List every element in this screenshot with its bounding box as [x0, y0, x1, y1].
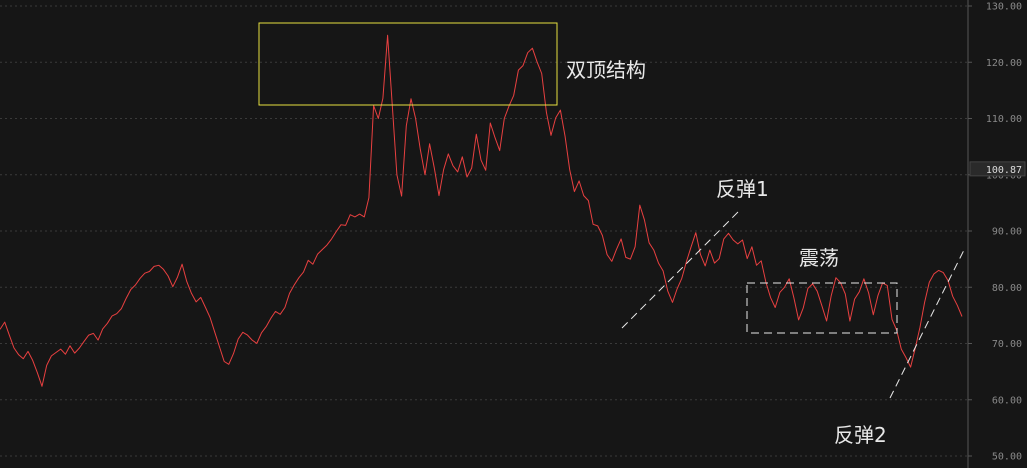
annotation-layer: 双顶结构 反弹1 震荡 反弹2	[258, 22, 965, 447]
rebound2-label: 反弹2	[834, 423, 887, 447]
double-top-label: 双顶结构	[566, 58, 646, 82]
y-axis: 50.0060.0070.0080.0090.00100.00110.00120…	[967, 0, 1026, 468]
oscillation-label: 震荡	[799, 246, 839, 270]
y-tick-label: 90.00	[992, 227, 1022, 238]
grid-layer	[0, 5, 968, 457]
y-tick-label: 70.00	[992, 339, 1022, 350]
rebound2-trendline	[889, 249, 965, 399]
y-tick-label: 110.00	[986, 114, 1022, 125]
y-tick-label: 80.00	[992, 283, 1022, 294]
series-line	[0, 34, 963, 387]
y-tick-label: 50.00	[992, 452, 1022, 463]
y-tick-label: 120.00	[986, 58, 1022, 69]
y-tick-label: 60.00	[992, 395, 1022, 406]
current-price-label: 100.87	[986, 165, 1022, 176]
oscillation-box	[746, 282, 898, 334]
series-layer	[0, 34, 963, 387]
rebound1-trendline	[621, 209, 741, 329]
y-tick-label: 130.00	[986, 2, 1022, 13]
rebound1-label: 反弹1	[716, 177, 769, 201]
current-price-box	[969, 161, 1026, 177]
double-top-box	[258, 22, 558, 106]
